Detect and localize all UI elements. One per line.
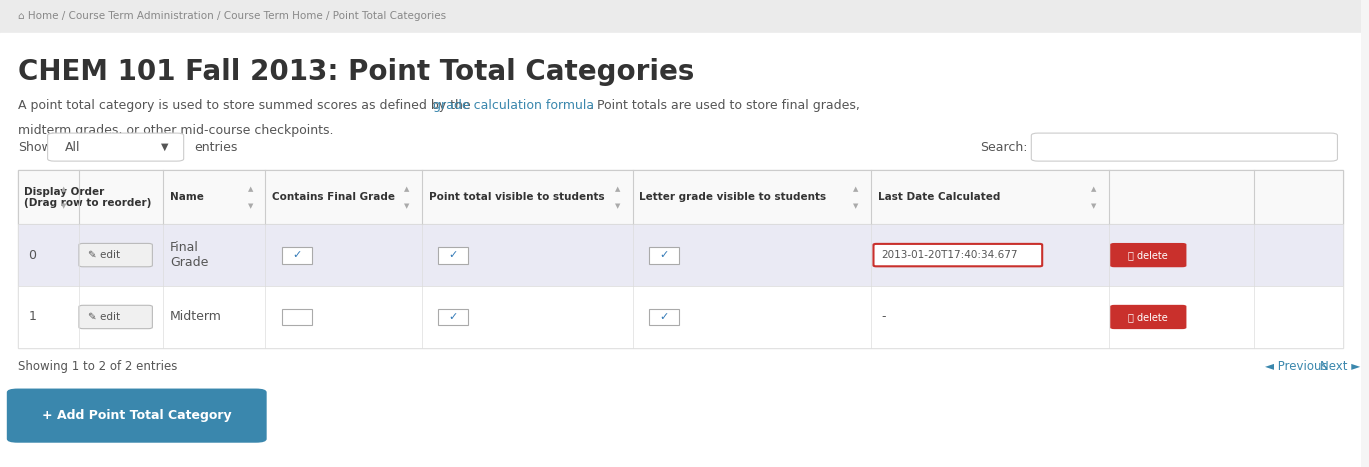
FancyBboxPatch shape: [79, 305, 152, 329]
Bar: [18, 224, 1343, 286]
Text: Search:: Search:: [980, 141, 1027, 154]
Text: All: All: [66, 141, 81, 154]
Text: -: -: [882, 311, 886, 324]
Text: Name: Name: [170, 192, 204, 202]
Text: CHEM 101 Fall 2013: Point Total Categories: CHEM 101 Fall 2013: Point Total Categori…: [18, 58, 694, 86]
FancyBboxPatch shape: [1110, 305, 1187, 329]
Text: Final
Grade: Final Grade: [170, 241, 208, 269]
Bar: [282, 309, 312, 325]
Text: ▲: ▲: [248, 186, 253, 192]
FancyBboxPatch shape: [7, 389, 267, 443]
Text: ✓: ✓: [660, 250, 668, 260]
Bar: [282, 247, 312, 263]
Text: Point total visible to students: Point total visible to students: [428, 192, 604, 202]
Text: Display Order
(Drag row to reorder): Display Order (Drag row to reorder): [25, 186, 152, 208]
Text: 0: 0: [29, 248, 37, 262]
FancyBboxPatch shape: [79, 243, 152, 267]
Text: ✓: ✓: [660, 312, 668, 322]
Text: Letter grade visible to students: Letter grade visible to students: [639, 192, 827, 202]
Text: grade calculation formula: grade calculation formula: [433, 99, 594, 112]
Text: ▼: ▼: [248, 203, 253, 209]
Text: ▼: ▼: [404, 203, 409, 209]
Bar: [18, 170, 1343, 224]
Bar: [649, 309, 679, 325]
Text: A point total category is used to store summed scores as defined by the: A point total category is used to store …: [18, 99, 474, 112]
Bar: [0, 0, 1361, 33]
Text: ▼: ▼: [615, 203, 620, 209]
Text: . Point totals are used to store final grades,: . Point totals are used to store final g…: [589, 99, 860, 112]
Text: ✎ edit: ✎ edit: [89, 312, 120, 322]
Bar: [18, 286, 1343, 348]
Text: ▼: ▼: [853, 203, 858, 209]
Text: 2013-01-20T17:40:34.677: 2013-01-20T17:40:34.677: [882, 250, 1019, 260]
Text: ✓: ✓: [292, 250, 301, 260]
Text: ✎ edit: ✎ edit: [89, 250, 120, 260]
Text: ✓: ✓: [449, 312, 457, 322]
Text: midterm grades, or other mid-course checkpoints.: midterm grades, or other mid-course chec…: [18, 124, 333, 137]
Text: ▼: ▼: [62, 203, 67, 209]
Text: + Add Point Total Category: + Add Point Total Category: [42, 409, 231, 422]
Text: ▲: ▲: [404, 186, 409, 192]
Bar: [18, 170, 1343, 348]
Text: Contains Final Grade: Contains Final Grade: [272, 192, 396, 202]
Text: 🗑 delete: 🗑 delete: [1128, 312, 1168, 322]
Text: ▼: ▼: [160, 142, 168, 152]
Text: ▲: ▲: [615, 186, 620, 192]
Text: Midterm: Midterm: [170, 311, 222, 324]
Text: ▼: ▼: [1091, 203, 1097, 209]
Text: Show: Show: [18, 141, 52, 154]
Text: Last Date Calculated: Last Date Calculated: [878, 192, 999, 202]
FancyBboxPatch shape: [1031, 133, 1338, 161]
FancyBboxPatch shape: [873, 244, 1042, 266]
Text: 1: 1: [29, 311, 37, 324]
Text: 🗑 delete: 🗑 delete: [1128, 250, 1168, 260]
Text: ▲: ▲: [853, 186, 858, 192]
FancyBboxPatch shape: [48, 133, 183, 161]
Bar: [649, 247, 679, 263]
Text: Showing 1 to 2 of 2 entries: Showing 1 to 2 of 2 entries: [18, 360, 177, 373]
Text: ⌂ Home / Course Term Administration / Course Term Home / Point Total Categories: ⌂ Home / Course Term Administration / Co…: [18, 11, 446, 21]
Text: entries: entries: [194, 141, 238, 154]
Bar: [438, 309, 468, 325]
Text: ✓: ✓: [449, 250, 457, 260]
Text: Next ►: Next ►: [1320, 360, 1359, 373]
Bar: [438, 247, 468, 263]
Text: ▲: ▲: [62, 186, 67, 192]
FancyBboxPatch shape: [1110, 243, 1187, 267]
Text: ◄ Previous: ◄ Previous: [1265, 360, 1328, 373]
Text: ▲: ▲: [1091, 186, 1097, 192]
